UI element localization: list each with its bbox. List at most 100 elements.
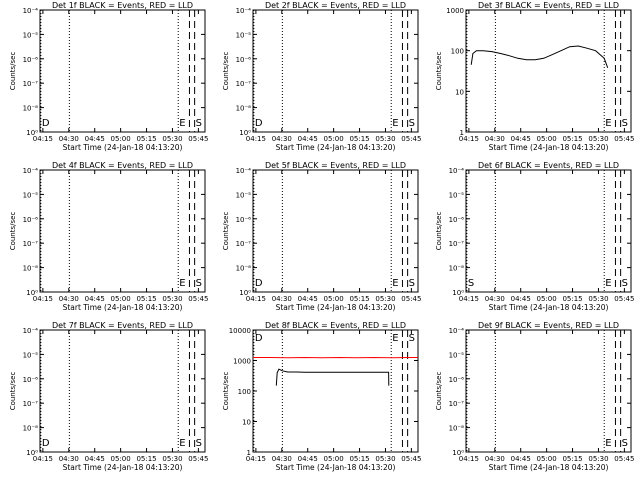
- y-tick-label: 10⁰: [26, 289, 38, 297]
- y-tick-label: 10⁻⁶: [449, 376, 465, 384]
- x-axis-label: Start Time (24-Jan-18 04:13:20): [276, 143, 396, 152]
- x-axis-label: Start Time (24-Jan-18 04:13:20): [276, 303, 396, 312]
- x-axis-label: Start Time (24-Jan-18 04:13:20): [489, 463, 609, 472]
- y-tick-label: 100: [238, 388, 251, 396]
- y-tick-label: 10⁻⁸: [23, 425, 39, 433]
- x-tick-label: 05:45: [401, 455, 421, 463]
- y-tick-label: 10: [455, 88, 464, 96]
- chart-title: Det 1f BLACK = Events, RED = LLD: [52, 1, 193, 10]
- y-tick-label: 10⁻⁶: [449, 216, 465, 224]
- y-tick-label: 10⁻⁵: [449, 191, 465, 199]
- x-tick-label: 04:45: [85, 135, 105, 143]
- marker-label: D: [42, 118, 50, 129]
- x-tick-label: 04:45: [298, 135, 318, 143]
- marker-label: S: [622, 118, 628, 129]
- y-tick-label: 10⁻⁶: [23, 376, 39, 384]
- y-tick-label: 10⁻⁸: [236, 265, 252, 273]
- marker-label: S: [409, 278, 415, 289]
- y-tick-label: 1000: [446, 7, 464, 15]
- y-tick-label: 10⁻⁴: [449, 327, 465, 335]
- marker-label: E: [179, 438, 185, 449]
- x-tick-label: 04:45: [511, 135, 531, 143]
- x-tick-label: 05:15: [562, 295, 582, 303]
- y-tick-label: 10⁰: [452, 289, 464, 297]
- marker-label: D: [255, 333, 263, 344]
- chart-panel-5: Det 5f BLACK = Events, RED = LLD 04:15 04:…: [222, 161, 421, 312]
- y-axis-label: Counts/sec: [222, 372, 230, 411]
- y-tick-label: 10⁻⁷: [23, 400, 39, 408]
- chart-panel-8: Det 8f BLACK = Events, RED = LLD 04:15 04:…: [222, 321, 421, 472]
- y-tick-label: 10⁻⁷: [449, 400, 465, 408]
- x-tick-label: 04:30: [485, 455, 505, 463]
- y-tick-label: 10000: [229, 327, 251, 335]
- y-tick-label: 10⁻⁴: [236, 167, 252, 175]
- y-tick-label: 10⁻⁴: [236, 7, 252, 15]
- x-tick-label: 05:15: [349, 295, 369, 303]
- marker-label: E: [392, 278, 398, 289]
- chart-panel-3: Det 3f BLACK = Events, RED = LLD 04:15 04:…: [435, 1, 634, 152]
- y-tick-label: 10⁻⁷: [23, 80, 39, 88]
- chart-title: Det 2f BLACK = Events, RED = LLD: [265, 1, 406, 10]
- marker-label: S: [196, 118, 202, 129]
- x-tick-label: 04:30: [272, 455, 292, 463]
- x-tick-label: 04:30: [59, 135, 79, 143]
- x-tick-label: 04:45: [85, 295, 105, 303]
- x-tick-label: 05:00: [111, 455, 131, 463]
- x-tick-label: 05:00: [537, 295, 557, 303]
- y-tick-label: 10⁻⁶: [23, 56, 39, 64]
- x-tick-label: 05:30: [162, 135, 182, 143]
- y-tick-label: 10⁻⁴: [23, 327, 39, 335]
- x-axis-label: Start Time (24-Jan-18 04:13:20): [63, 143, 183, 152]
- x-tick-label: 05:00: [537, 135, 557, 143]
- plot-frame: [252, 329, 419, 453]
- y-axis-label: Counts/sec: [222, 52, 230, 91]
- x-tick-label: 05:45: [614, 455, 634, 463]
- marker-label: S: [468, 278, 474, 289]
- x-tick-label: 04:15: [459, 135, 479, 143]
- x-tick-label: 05:30: [375, 135, 395, 143]
- marker-label: S: [196, 278, 202, 289]
- x-tick-label: 04:15: [459, 455, 479, 463]
- x-axis-label: Start Time (24-Jan-18 04:13:20): [489, 143, 609, 152]
- x-tick-label: 05:15: [562, 135, 582, 143]
- x-tick-label: 04:15: [33, 135, 53, 143]
- marker-label: E: [392, 118, 398, 129]
- y-tick-label: 10⁰: [26, 129, 38, 137]
- x-axis-label: Start Time (24-Jan-18 04:13:20): [276, 463, 396, 472]
- y-axis-label: Counts/sec: [9, 52, 17, 91]
- x-tick-label: 05:15: [136, 295, 156, 303]
- x-axis-label: Start Time (24-Jan-18 04:13:20): [63, 463, 183, 472]
- y-tick-label: 10⁻⁸: [23, 265, 39, 273]
- plot-frame: [465, 9, 632, 133]
- x-tick-label: 04:30: [485, 135, 505, 143]
- chart-title: Det 9f BLACK = Events, RED = LLD: [478, 321, 619, 330]
- x-tick-label: 05:45: [401, 295, 421, 303]
- x-tick-label: 05:45: [614, 135, 634, 143]
- x-tick-label: 04:45: [298, 455, 318, 463]
- y-tick-label: 10⁻⁶: [236, 56, 252, 64]
- y-tick-label: 10⁻⁵: [236, 31, 252, 39]
- x-tick-label: 05:30: [375, 295, 395, 303]
- x-tick-label: 04:45: [298, 295, 318, 303]
- chart-panel-6: Det 6f BLACK = Events, RED = LLD 04:15 04:…: [435, 161, 634, 312]
- chart-panel-1: Det 1f BLACK = Events, RED = LLD 04:15 04:…: [9, 1, 208, 152]
- x-tick-label: 04:15: [246, 295, 266, 303]
- plot-frame: [39, 9, 206, 133]
- x-tick-label: 05:45: [614, 295, 634, 303]
- x-tick-label: 05:30: [588, 135, 608, 143]
- chart-title: Det 3f BLACK = Events, RED = LLD: [478, 1, 619, 10]
- y-tick-label: 10: [242, 419, 251, 427]
- y-tick-label: 1000: [233, 358, 251, 366]
- marker-label: S: [409, 118, 415, 129]
- x-tick-label: 05:00: [324, 295, 344, 303]
- y-tick-label: 1: [247, 449, 251, 457]
- y-tick-label: 10⁻⁵: [23, 351, 39, 359]
- x-tick-label: 05:45: [188, 295, 208, 303]
- marker-label: E: [605, 278, 611, 289]
- plot-frame: [39, 169, 206, 293]
- x-tick-label: 05:00: [537, 455, 557, 463]
- chart-title: Det 8f BLACK = Events, RED = LLD: [265, 321, 406, 330]
- x-tick-label: 05:30: [375, 455, 395, 463]
- y-tick-label: 10⁻⁵: [236, 191, 252, 199]
- y-tick-label: 100: [451, 48, 464, 56]
